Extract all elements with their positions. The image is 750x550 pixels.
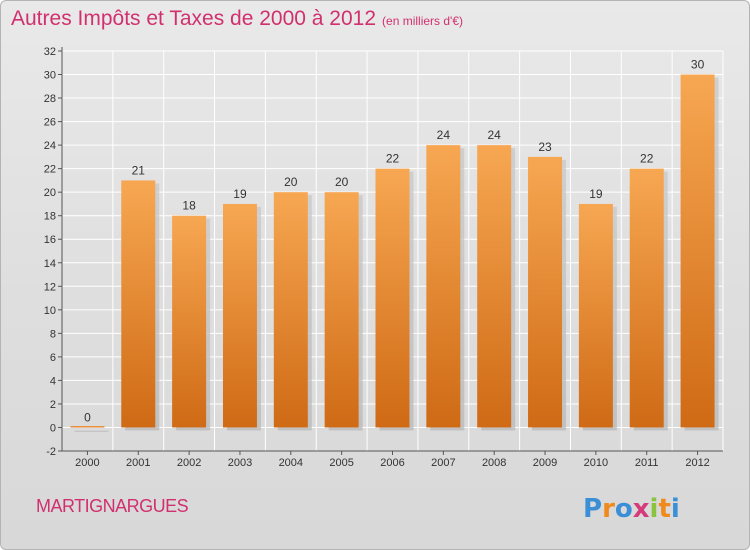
bar-2009 bbox=[528, 156, 563, 428]
x-tick-label: 2012 bbox=[685, 457, 709, 469]
bars bbox=[70, 74, 715, 428]
y-tick-label: 18 bbox=[44, 211, 56, 223]
value-label: 22 bbox=[386, 152, 400, 166]
x-tick-label: 2005 bbox=[329, 457, 353, 469]
y-tick-label: 4 bbox=[50, 375, 56, 387]
bar-2010 bbox=[578, 203, 613, 428]
value-labels: 0 21 18 19 20 20 22 24 24 23 19 22 30 bbox=[84, 58, 704, 425]
value-label: 19 bbox=[589, 187, 603, 201]
x-tick-label: 2009 bbox=[533, 457, 557, 469]
y-tick-label: -2 bbox=[46, 446, 56, 458]
y-tick-label: 26 bbox=[44, 117, 56, 129]
y-tick-label: 28 bbox=[44, 93, 56, 105]
y-tick-label: 10 bbox=[44, 305, 56, 317]
x-tick-label: 2000 bbox=[75, 457, 99, 469]
value-label: 18 bbox=[182, 199, 196, 213]
x-tick-label: 2004 bbox=[279, 457, 303, 469]
title-text: Autres Impôts et Taxes de 2000 à 2012 bbox=[11, 7, 377, 30]
value-label: 30 bbox=[691, 58, 705, 72]
y-tick-label: 8 bbox=[50, 328, 56, 340]
x-tick-label: 2011 bbox=[635, 457, 659, 469]
bar-shadow bbox=[74, 430, 109, 432]
bar-2005 bbox=[324, 192, 359, 428]
bar-2001 bbox=[121, 180, 156, 428]
bar-2000 bbox=[70, 425, 105, 428]
value-label: 20 bbox=[335, 175, 349, 189]
value-label: 0 bbox=[84, 410, 91, 424]
value-label: 23 bbox=[538, 140, 552, 154]
value-label: 20 bbox=[284, 175, 298, 189]
x-tick-label: 2003 bbox=[228, 457, 252, 469]
y-tick-label: 12 bbox=[44, 281, 56, 293]
x-tick-label: 2008 bbox=[482, 457, 506, 469]
y-tick-label: 24 bbox=[44, 140, 56, 152]
y-tick-label: 30 bbox=[44, 70, 56, 82]
y-tick-label: 14 bbox=[44, 258, 56, 270]
y-tick-label: 20 bbox=[44, 187, 56, 199]
bar-2004 bbox=[273, 192, 308, 428]
y-tick-label: 6 bbox=[50, 352, 56, 364]
bar-2006 bbox=[375, 168, 410, 428]
value-label: 24 bbox=[488, 128, 502, 142]
value-label: 21 bbox=[132, 163, 146, 177]
value-label: 19 bbox=[233, 187, 247, 201]
bar-2011 bbox=[629, 168, 664, 428]
y-tick-label: 32 bbox=[44, 46, 56, 58]
proxiti-logo: Proxiti bbox=[583, 494, 680, 523]
x-tick-label: 2002 bbox=[177, 457, 201, 469]
title-unit: (en milliers d'€) bbox=[382, 14, 464, 28]
x-tick-label: 2010 bbox=[584, 457, 608, 469]
value-label: 24 bbox=[437, 128, 451, 142]
value-label: 22 bbox=[640, 152, 654, 166]
x-tick-label: 2007 bbox=[431, 457, 455, 469]
bar-2008 bbox=[477, 145, 512, 428]
commune-name: MARTIGNARGUES bbox=[36, 496, 189, 516]
y-tick-label: 2 bbox=[50, 399, 56, 411]
chart-title: Autres Impôts et Taxes de 2000 à 2012 (en… bbox=[11, 7, 463, 31]
bar-2012 bbox=[680, 74, 715, 428]
svg-text:Proxiti: Proxiti bbox=[583, 494, 680, 523]
y-tick-label: 16 bbox=[44, 234, 56, 246]
bar-2002 bbox=[172, 215, 207, 428]
bar-2007 bbox=[426, 145, 461, 428]
x-tick-label: 2001 bbox=[126, 457, 150, 469]
y-tick-label: 0 bbox=[50, 422, 56, 434]
y-tick-label: 22 bbox=[44, 164, 56, 176]
bar-2003 bbox=[222, 203, 257, 428]
x-tick-label: 2006 bbox=[380, 457, 404, 469]
